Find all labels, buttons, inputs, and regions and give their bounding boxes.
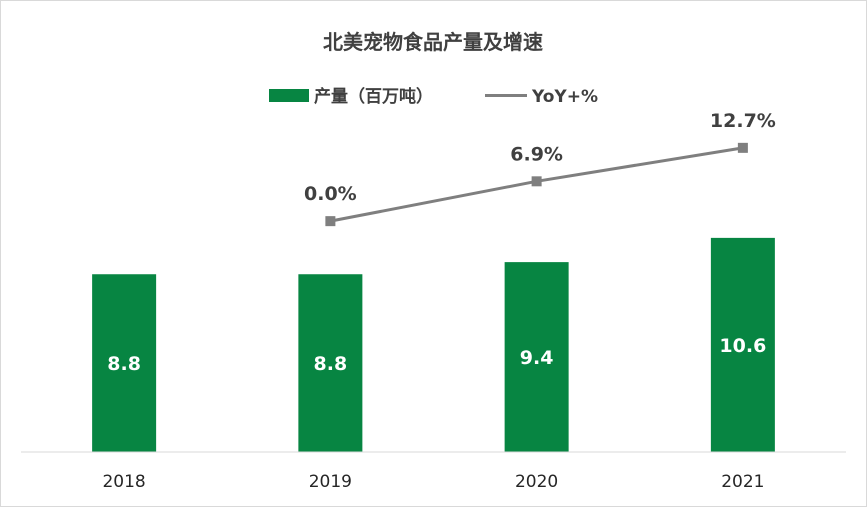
yoy-label-2019: 0.0% [304,183,357,205]
yoy-marker-2020 [531,176,542,187]
bar-2019 [298,274,363,452]
bar-series: 8.8 8.8 9.4 10.6 [92,237,775,452]
bar-label-2020: 9.4 [520,347,554,369]
x-tick-2021: 2021 [721,472,764,492]
bar-2020 [504,262,569,452]
yoy-label-2020: 6.9% [510,143,563,165]
x-tick-2018: 2018 [102,472,145,492]
yoy-marker-2021 [737,142,748,153]
bar-label-2018: 8.8 [107,353,141,375]
yoy-marker-2019 [325,216,336,227]
bar-2021 [710,237,775,452]
bar-label-2021: 10.6 [719,335,766,357]
bar-label-2019: 8.8 [314,353,348,375]
x-axis-ticks: 2018 2019 2020 2021 [102,472,764,492]
legend: 产量（百万吨） YoY+% [269,86,598,107]
x-tick-2019: 2019 [309,472,352,492]
legend-label-bar: 产量（百万吨） [314,86,433,107]
chart-title: 北美宠物食品产量及增速 [323,30,543,54]
yoy-label-2021: 12.7% [710,110,776,132]
line-series: 0.0% 6.9% 12.7% [304,110,776,227]
x-tick-2020: 2020 [515,472,558,492]
legend-swatch-bar [269,89,309,102]
legend-label-line: YoY+% [531,87,598,107]
bar-2018 [92,274,157,452]
